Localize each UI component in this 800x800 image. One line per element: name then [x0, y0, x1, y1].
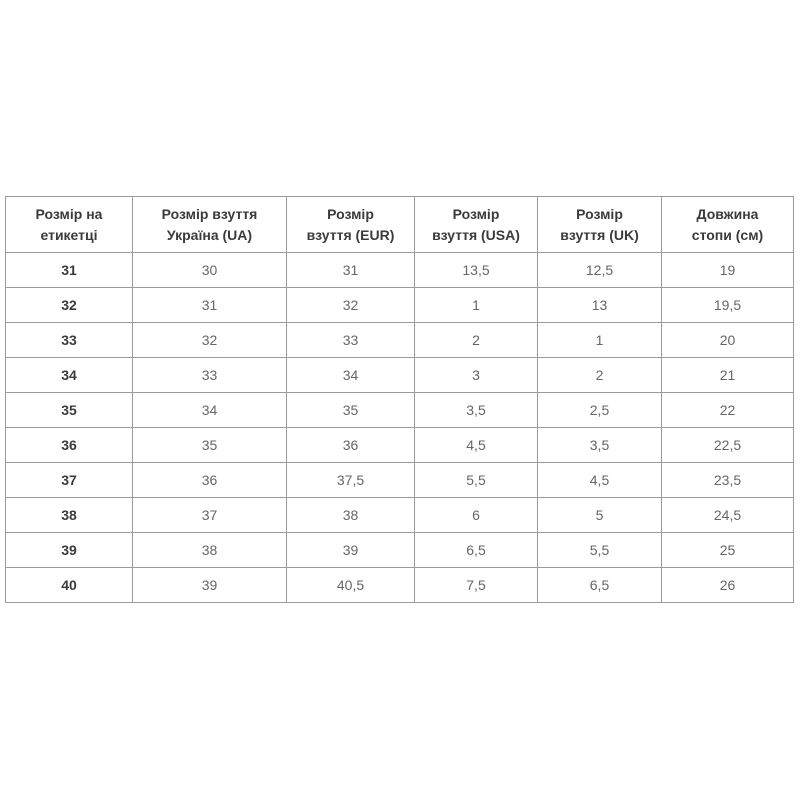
table-cell: 7,5	[414, 567, 538, 603]
column-header-0: Розмір на етикетці	[5, 196, 133, 253]
table-cell: 6	[414, 497, 538, 533]
label-size-cell: 32	[5, 287, 133, 323]
table-cell: 24,5	[661, 497, 794, 533]
table-cell: 32	[132, 322, 287, 358]
table-cell: 35	[132, 427, 287, 463]
label-size-cell: 39	[5, 532, 133, 568]
table-row: 35 34 35 3,5 2,5 22	[5, 392, 794, 428]
table-cell: 19,5	[661, 287, 794, 323]
label-size-cell: 34	[5, 357, 133, 393]
table-cell: 3	[414, 357, 538, 393]
table-cell: 38	[286, 497, 415, 533]
shoe-size-conversion-table: Розмір на етикетці Розмір взуття Україна …	[5, 196, 794, 603]
table-cell: 13,5	[414, 252, 538, 288]
table-cell: 34	[132, 392, 287, 428]
table-cell: 1	[537, 322, 662, 358]
table-cell: 3,5	[537, 427, 662, 463]
table-cell: 2	[537, 357, 662, 393]
table-cell: 2	[414, 322, 538, 358]
table-cell: 20	[661, 322, 794, 358]
table-cell: 23,5	[661, 462, 794, 498]
table-cell: 12,5	[537, 252, 662, 288]
table-cell: 3,5	[414, 392, 538, 428]
table-row: 37 36 37,5 5,5 4,5 23,5	[5, 462, 794, 498]
label-size-cell: 36	[5, 427, 133, 463]
label-size-cell: 33	[5, 322, 133, 358]
column-header-3: Розмір взуття (USA)	[414, 196, 538, 253]
table-cell: 31	[132, 287, 287, 323]
column-header-2: Розмір взуття (EUR)	[286, 196, 415, 253]
table-row: 33 32 33 2 1 20	[5, 322, 794, 358]
table-cell: 25	[661, 532, 794, 568]
table-cell: 32	[286, 287, 415, 323]
table-row: 34 33 34 3 2 21	[5, 357, 794, 393]
table-row: 40 39 40,5 7,5 6,5 26	[5, 567, 794, 603]
table-row: 36 35 36 4,5 3,5 22,5	[5, 427, 794, 463]
table-cell: 13	[537, 287, 662, 323]
table-cell: 36	[132, 462, 287, 498]
table-cell: 36	[286, 427, 415, 463]
table-cell: 30	[132, 252, 287, 288]
table-cell: 6,5	[414, 532, 538, 568]
table-cell: 37	[132, 497, 287, 533]
table-cell: 39	[132, 567, 287, 603]
table-cell: 5	[537, 497, 662, 533]
table-cell: 39	[286, 532, 415, 568]
table-row: 32 31 32 1 13 19,5	[5, 287, 794, 323]
table-cell: 22	[661, 392, 794, 428]
table-cell: 34	[286, 357, 415, 393]
column-header-5: Довжина стопи (см)	[661, 196, 794, 253]
table-cell: 37,5	[286, 462, 415, 498]
table-cell: 33	[286, 322, 415, 358]
label-size-cell: 38	[5, 497, 133, 533]
table-cell: 6,5	[537, 567, 662, 603]
column-header-1: Розмір взуття Україна (UA)	[132, 196, 287, 253]
table-cell: 4,5	[414, 427, 538, 463]
table-cell: 40,5	[286, 567, 415, 603]
table-row: 39 38 39 6,5 5,5 25	[5, 532, 794, 568]
table-body: 31 30 31 13,5 12,5 19 32 31 32 1 13 19,5 33 32 33 2 1 20 3…	[5, 252, 794, 603]
table-cell: 1	[414, 287, 538, 323]
label-size-cell: 37	[5, 462, 133, 498]
label-size-cell: 35	[5, 392, 133, 428]
label-size-cell: 31	[5, 252, 133, 288]
table-cell: 4,5	[537, 462, 662, 498]
table-cell: 22,5	[661, 427, 794, 463]
table-row: 38 37 38 6 5 24,5	[5, 497, 794, 533]
column-header-4: Розмір взуття (UK)	[537, 196, 662, 253]
table-cell: 5,5	[537, 532, 662, 568]
table-cell: 31	[286, 252, 415, 288]
table-cell: 33	[132, 357, 287, 393]
table-cell: 5,5	[414, 462, 538, 498]
table-cell: 38	[132, 532, 287, 568]
table-header-row: Розмір на етикетці Розмір взуття Україна …	[5, 196, 794, 253]
table-cell: 35	[286, 392, 415, 428]
table-row: 31 30 31 13,5 12,5 19	[5, 252, 794, 288]
table-cell: 21	[661, 357, 794, 393]
label-size-cell: 40	[5, 567, 133, 603]
table-cell: 2,5	[537, 392, 662, 428]
table-cell: 19	[661, 252, 794, 288]
table-cell: 26	[661, 567, 794, 603]
